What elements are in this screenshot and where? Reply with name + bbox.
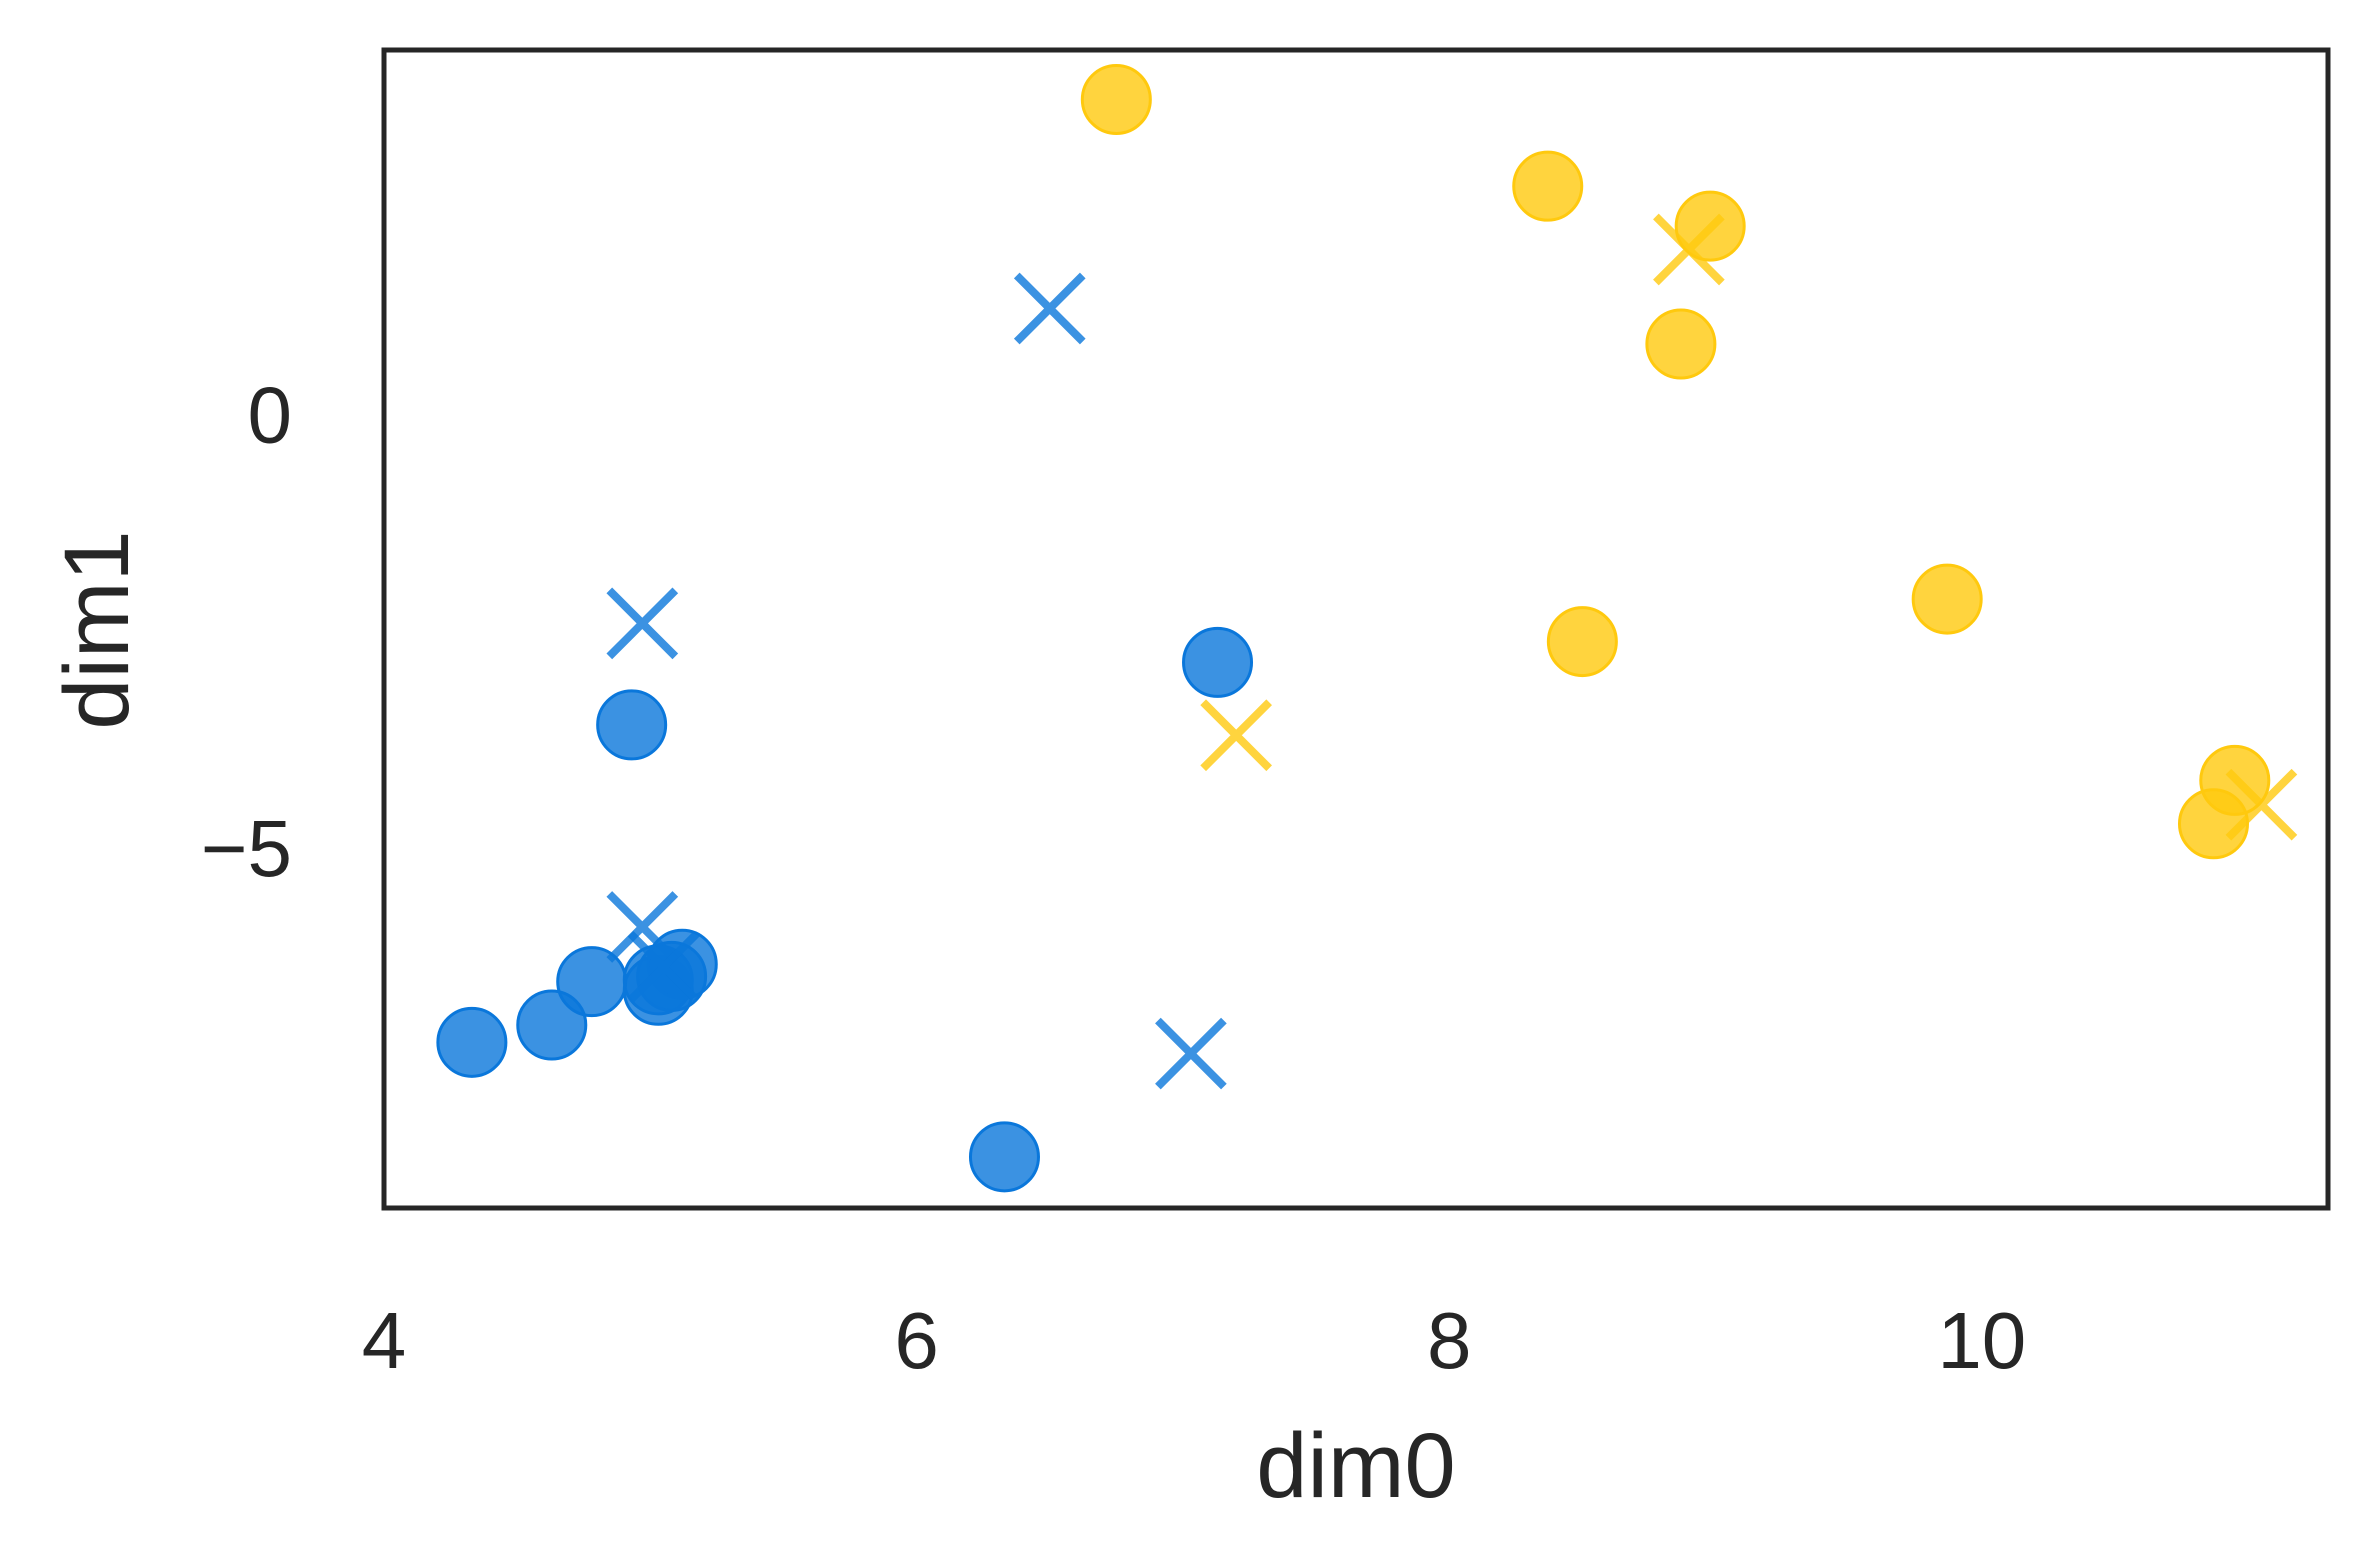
- y-axis-label: dim1: [46, 530, 148, 729]
- data-point-x-s3-p1: [1653, 213, 1725, 286]
- x-tick-label-2: 8: [1427, 1296, 1472, 1385]
- data-point-circle-s0-p0: [436, 1006, 508, 1078]
- data-point-circle-s0-p9: [1182, 626, 1254, 698]
- y-tick-label-1: −5: [201, 804, 292, 893]
- data-point-circle-s2-p5: [1911, 563, 1983, 635]
- plot-frame: [381, 47, 2331, 1211]
- data-point-circle-s2-p2: [1546, 606, 1618, 678]
- x-tick-label-0: 4: [362, 1296, 407, 1385]
- data-point-x-s3-p0: [1200, 699, 1272, 772]
- data-point-x-s1-p0: [606, 587, 679, 660]
- y-tick-labels: 0 −5: [201, 370, 292, 893]
- x-axis-label: dim0: [1256, 1415, 1455, 1517]
- data-point-x-s1-p3: [1013, 272, 1086, 345]
- points-layer: [436, 63, 2298, 1193]
- y-tick-label-0: 0: [248, 370, 293, 459]
- x-tick-label-3: 10: [1937, 1296, 2026, 1385]
- data-point-x-s1-p4: [1155, 1017, 1227, 1090]
- data-point-circle-s2-p1: [1512, 150, 1584, 222]
- data-point-x-s1-p2: [627, 931, 700, 1003]
- data-point-circle-s2-p3: [1645, 308, 1717, 380]
- data-point-x-s3-p2: [2225, 768, 2298, 841]
- data-point-circle-s0-p3: [596, 689, 668, 761]
- data-point-circle-s0-p8: [968, 1121, 1040, 1193]
- x-tick-labels: 4 6 8 10: [362, 1296, 2027, 1385]
- x-tick-label-1: 6: [894, 1296, 939, 1385]
- data-point-circle-s2-p0: [1080, 63, 1152, 135]
- data-point-x-s1-p1: [606, 891, 679, 963]
